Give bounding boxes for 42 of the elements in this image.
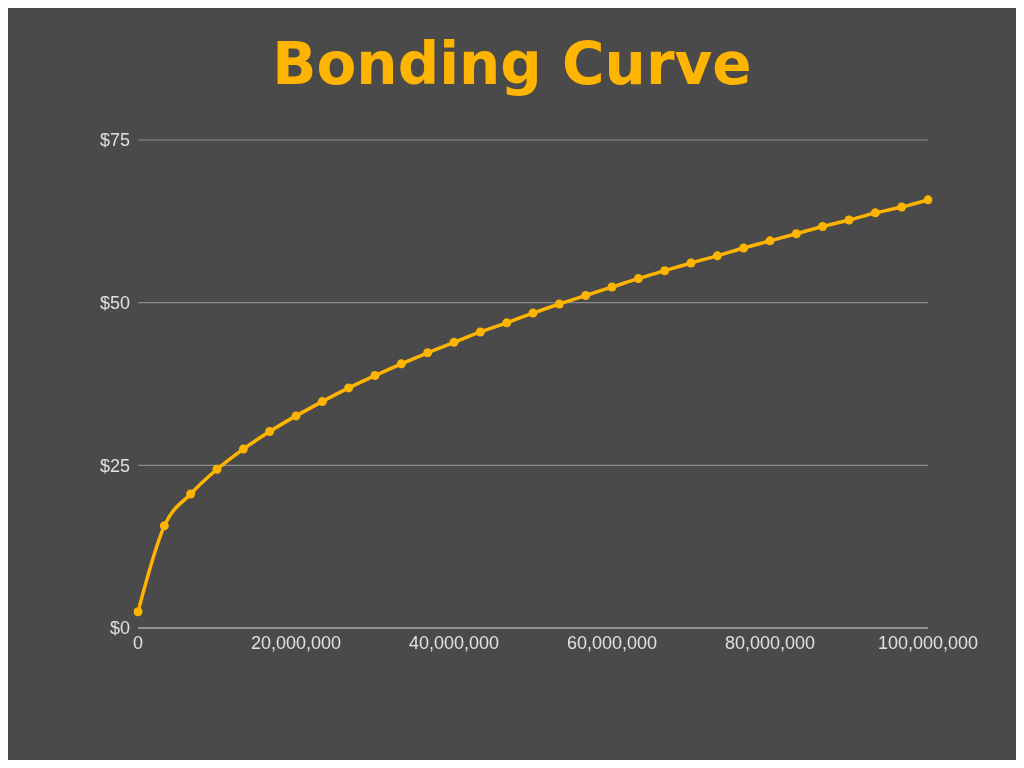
point: [186, 489, 196, 499]
point: [660, 266, 670, 276]
point: [554, 299, 564, 309]
point: [581, 291, 591, 301]
point: [818, 222, 828, 232]
x-tick-label: 80,000,000: [724, 632, 816, 653]
y-tick-label: $75: [99, 130, 130, 151]
point: [870, 208, 880, 218]
point: [739, 243, 749, 253]
point: [765, 236, 775, 246]
point: [844, 215, 854, 225]
point: [791, 229, 801, 239]
x-tick-label: 0: [132, 632, 144, 653]
point: [528, 308, 538, 318]
point: [502, 318, 512, 328]
point: [238, 444, 248, 454]
y-tick-label: $25: [99, 455, 130, 476]
chart-title: Bonding Curve: [271, 29, 753, 100]
point: [317, 397, 327, 407]
point: [897, 202, 907, 212]
point: [159, 521, 169, 531]
x-tick-label: 100,000,000: [877, 632, 979, 653]
y-tick-label: $50: [99, 293, 130, 314]
x-tick-label: 40,000,000: [408, 632, 500, 653]
point: [291, 411, 301, 421]
x-tick-label: 60,000,000: [566, 632, 658, 653]
point: [423, 348, 433, 358]
point: [607, 282, 617, 292]
x-tick-label: 20,000,000: [250, 632, 342, 653]
point: [712, 251, 722, 261]
point: [449, 337, 459, 347]
point: [344, 383, 354, 393]
point: [396, 359, 406, 369]
point: [686, 258, 696, 268]
point: [265, 427, 275, 436]
point: [923, 195, 933, 205]
point: [475, 327, 485, 337]
point: [633, 274, 643, 284]
point: [133, 607, 143, 617]
point: [212, 464, 222, 474]
point: [370, 371, 380, 381]
y-tick-label: $0: [109, 618, 130, 639]
